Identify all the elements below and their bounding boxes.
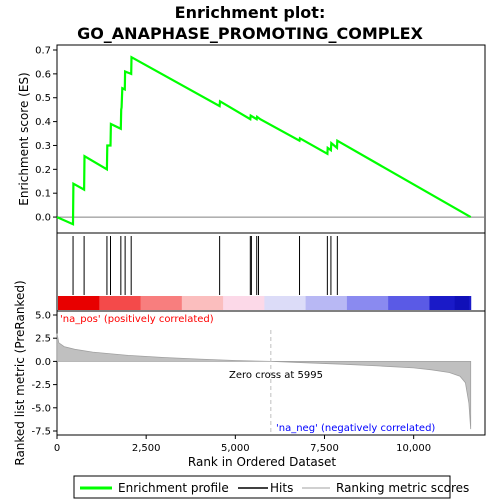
ranking-metric-area bbox=[56, 333, 472, 430]
es-panel-frame bbox=[56, 44, 486, 234]
metric-y-tick-label: -7.5 bbox=[31, 427, 51, 438]
es-y-tick-label: 0.6 bbox=[35, 69, 51, 80]
es-y-tick-label: 0.3 bbox=[35, 141, 51, 152]
x-axis-ticks: 0 2,500 5,000 7,500 10,000 bbox=[54, 435, 431, 454]
es-y-axis-ticks: 0.0 0.1 0.2 0.3 0.4 0.5 0.6 0.7 bbox=[35, 46, 57, 224]
x-tick-label: 10,000 bbox=[396, 443, 431, 454]
na-neg-label: 'na_neg' (negatively correlated) bbox=[276, 423, 435, 434]
rank-band-segment bbox=[305, 296, 348, 310]
es-y-axis-label: Enrichment score (ES) bbox=[17, 72, 31, 205]
zero-cross-label: Zero cross at 5995 bbox=[229, 370, 323, 381]
enrichment-profile-line bbox=[56, 55, 472, 226]
metric-panel-frame bbox=[56, 310, 486, 436]
enrichment-profile-path bbox=[56, 55, 472, 226]
es-y-tick-label: 0.2 bbox=[35, 165, 51, 176]
x-tick-label: 0 bbox=[54, 443, 60, 454]
x-axis-label: Rank in Ordered Dataset bbox=[188, 455, 336, 469]
rank-band-segment bbox=[264, 296, 307, 310]
rank-band-segment bbox=[181, 296, 224, 310]
rank-band-segment bbox=[388, 296, 430, 310]
chart-title-line1: Enrichment plot: bbox=[175, 3, 326, 22]
legend-hits-label: Hits bbox=[270, 481, 293, 495]
rank-band-segment bbox=[99, 296, 142, 310]
legend-enrichment-label: Enrichment profile bbox=[118, 481, 229, 495]
ranking-metric-fill bbox=[56, 333, 472, 430]
rank-band-segment bbox=[58, 296, 100, 310]
x-tick-label: 2,500 bbox=[132, 443, 161, 454]
metric-y-axis-label: Ranked list metric (PreRanked) bbox=[13, 280, 27, 465]
x-tick-label: 7,500 bbox=[310, 443, 339, 454]
legend-box bbox=[73, 475, 451, 499]
es-y-tick-label: 0.7 bbox=[35, 46, 51, 57]
rank-band-segment bbox=[346, 296, 389, 310]
es-y-tick-label: 0.0 bbox=[35, 213, 51, 224]
es-y-tick-label: 0.4 bbox=[35, 117, 51, 128]
metric-y-tick-label: 0.0 bbox=[35, 357, 51, 368]
metric-y-tick-label: -5.0 bbox=[31, 403, 51, 414]
legend-metric-label: Ranking metric scores bbox=[336, 481, 469, 495]
metric-y-axis-ticks: 5.0 2.5 0.0 -2.5 -5.0 -7.5 bbox=[31, 311, 57, 438]
x-tick-label: 5,000 bbox=[221, 443, 250, 454]
rank-band-segment bbox=[454, 296, 469, 310]
rank-band-segment bbox=[140, 296, 183, 310]
metric-y-tick-label: 5.0 bbox=[35, 311, 51, 322]
es-y-tick-label: 0.1 bbox=[35, 189, 51, 200]
rank-band-segment bbox=[223, 296, 265, 310]
metric-y-tick-label: -2.5 bbox=[31, 380, 51, 391]
chart-title-line2: GO_ANAPHASE_PROMOTING_COMPLEX bbox=[77, 24, 424, 43]
hit-markers bbox=[72, 236, 338, 295]
es-y-tick-label: 0.5 bbox=[35, 93, 51, 104]
na-pos-label: 'na_pos' (positively correlated) bbox=[60, 314, 214, 325]
rank-color-band bbox=[58, 296, 472, 310]
metric-y-tick-label: 2.5 bbox=[35, 334, 51, 345]
